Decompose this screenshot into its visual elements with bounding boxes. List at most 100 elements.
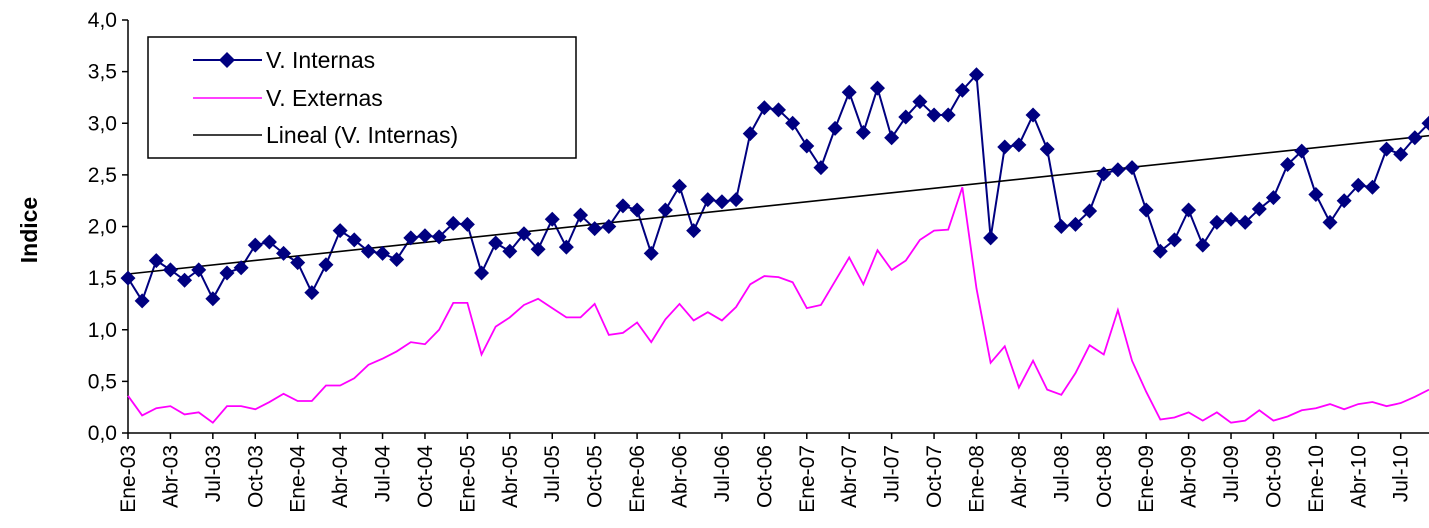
point-v-internas: [799, 138, 815, 154]
x-tick-label: Oct-05: [584, 445, 607, 508]
point-v-internas: [954, 82, 970, 98]
point-v-internas: [1364, 179, 1380, 195]
point-v-internas: [869, 80, 885, 96]
legend-item-v-internas: V. Internas: [193, 47, 375, 73]
point-v-internas: [1138, 202, 1154, 218]
point-v-internas: [403, 230, 419, 246]
x-tick-label: Ene-06: [626, 445, 649, 513]
point-v-internas: [445, 215, 461, 231]
x-tick-label: Abr-03: [159, 445, 182, 508]
point-v-internas: [120, 270, 136, 286]
point-v-internas: [615, 198, 631, 214]
point-v-internas: [1152, 243, 1168, 259]
point-v-internas: [1322, 214, 1338, 230]
point-v-internas: [983, 230, 999, 246]
point-v-internas: [742, 126, 758, 142]
series-line-v-externas: [127, 186, 1429, 424]
y-tick-label: 1,5: [88, 267, 117, 290]
x-tick-label: Oct-04: [414, 445, 437, 508]
x-tick-label: Oct-03: [244, 445, 267, 508]
point-v-internas: [558, 239, 574, 255]
point-v-internas: [686, 223, 702, 239]
point-v-internas: [1110, 162, 1126, 178]
x-tick-label: Oct-06: [753, 445, 776, 508]
x-tick-label: Jul-08: [1050, 445, 1073, 502]
point-v-internas: [1393, 146, 1409, 162]
point-v-internas: [431, 229, 447, 245]
point-v-internas: [1067, 216, 1083, 232]
x-axis: Ene-03 Abr-03 Jul-03 Oct-03 Ene-04 Abr-04 Jul-…: [117, 432, 1429, 513]
y-tick-label: 4,0: [88, 9, 117, 32]
point-v-internas: [318, 257, 334, 273]
point-v-internas: [474, 265, 490, 281]
point-v-internas: [1025, 107, 1041, 123]
point-v-internas: [219, 265, 235, 281]
point-v-internas: [516, 226, 532, 242]
point-v-internas: [1195, 237, 1211, 253]
point-v-internas: [1350, 177, 1366, 193]
x-tick-label: Ene-10: [1305, 445, 1328, 513]
point-v-internas: [1053, 219, 1069, 234]
point-v-internas: [1124, 160, 1140, 176]
x-tick-label: Jul-03: [202, 445, 225, 502]
point-v-internas: [1082, 203, 1098, 219]
x-tick-label: Abr-06: [669, 445, 692, 508]
point-v-internas: [360, 243, 376, 259]
point-v-internas: [276, 245, 292, 261]
x-tick-label: Ene-08: [965, 445, 988, 513]
y-tick-label: 0,0: [88, 422, 117, 445]
point-v-internas: [968, 67, 984, 83]
point-v-internas: [148, 253, 164, 269]
point-v-internas: [205, 291, 221, 307]
legend: V. Internas V. Externas Lineal (V. Inter…: [147, 36, 577, 159]
point-v-internas: [1407, 130, 1423, 146]
point-v-internas: [898, 109, 914, 125]
point-v-internas: [629, 202, 645, 218]
point-v-internas: [1039, 141, 1055, 157]
point-v-internas: [813, 160, 829, 176]
x-tick-label: Oct-07: [923, 445, 946, 508]
point-v-internas: [162, 262, 178, 278]
legend-label-lineal: Lineal (V. Internas): [266, 122, 458, 148]
x-tick-label: Jul-04: [372, 445, 395, 503]
point-v-internas: [672, 178, 688, 194]
point-v-internas: [573, 207, 589, 223]
x-tick-label: Ene-07: [796, 445, 819, 513]
point-v-internas: [530, 241, 546, 257]
x-tick-label: Ene-05: [456, 445, 479, 513]
point-v-internas: [1096, 166, 1112, 182]
x-tick-label: Jul-05: [541, 445, 564, 502]
x-tick-label: Oct-08: [1093, 445, 1116, 508]
y-tick-label: 2,0: [88, 216, 117, 239]
legend-label-v-internas: V. Internas: [266, 47, 375, 73]
point-v-internas: [771, 102, 786, 118]
x-tick-label: Abr-05: [499, 445, 522, 508]
y-tick-label: 3,0: [88, 112, 117, 135]
point-v-internas: [714, 194, 730, 210]
point-v-internas: [912, 94, 928, 110]
point-v-internas: [134, 293, 150, 309]
point-v-internas: [177, 272, 193, 288]
point-v-internas: [459, 216, 475, 232]
point-v-internas: [657, 202, 673, 218]
point-v-internas: [488, 235, 504, 251]
point-v-internas: [587, 221, 603, 237]
x-tick-label: Abr-07: [838, 445, 861, 508]
point-v-internas: [700, 192, 716, 208]
point-v-internas: [304, 285, 320, 301]
point-v-internas: [1379, 141, 1395, 157]
x-tick-label: Ene-04: [287, 445, 310, 513]
point-v-internas: [643, 245, 659, 261]
y-tick-label: 1,0: [88, 319, 117, 342]
point-v-internas: [1166, 232, 1182, 248]
x-tick-label: Abr-10: [1347, 445, 1370, 508]
trend-line-lineal: [127, 134, 1429, 275]
point-v-internas: [1209, 214, 1225, 230]
x-tick-label: Jul-09: [1220, 445, 1243, 502]
point-v-internas: [601, 219, 617, 234]
point-v-internas: [544, 211, 560, 227]
y-tick-label: 3,5: [88, 61, 117, 84]
x-tick-label: Abr-04: [329, 445, 352, 508]
point-v-internas: [1421, 115, 1429, 131]
point-v-internas: [1251, 201, 1267, 217]
